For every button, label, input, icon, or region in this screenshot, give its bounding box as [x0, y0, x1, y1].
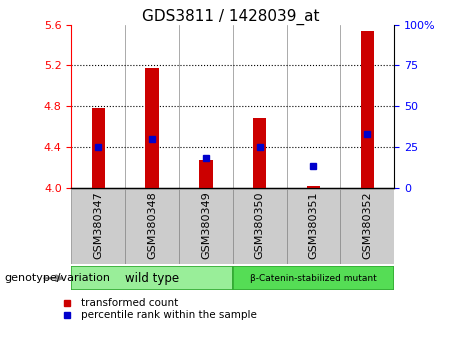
Bar [179, 189, 233, 264]
Text: GSM380347: GSM380347 [93, 192, 103, 259]
Text: GSM380352: GSM380352 [362, 192, 372, 259]
Bar [71, 189, 125, 264]
Bar [307, 185, 320, 188]
Text: transformed count: transformed count [81, 298, 178, 308]
Bar [71, 266, 233, 290]
Bar [199, 160, 213, 188]
Bar [233, 266, 394, 290]
Text: GSM380351: GSM380351 [308, 192, 319, 259]
Bar [361, 31, 374, 188]
Bar [340, 189, 394, 264]
Bar [287, 189, 340, 264]
Bar [125, 189, 179, 264]
Text: β-Catenin-stabilized mutant: β-Catenin-stabilized mutant [250, 274, 377, 283]
Text: genotype/variation: genotype/variation [5, 273, 111, 283]
Text: GSM380348: GSM380348 [147, 192, 157, 259]
Text: GSM380349: GSM380349 [201, 192, 211, 259]
Bar [145, 68, 159, 188]
Text: percentile rank within the sample: percentile rank within the sample [81, 310, 257, 320]
Bar [253, 118, 266, 188]
Text: GDS3811 / 1428039_at: GDS3811 / 1428039_at [142, 9, 319, 25]
Bar [92, 108, 105, 188]
Bar [233, 189, 287, 264]
Text: wild type: wild type [125, 272, 179, 285]
Text: GSM380350: GSM380350 [254, 192, 265, 259]
